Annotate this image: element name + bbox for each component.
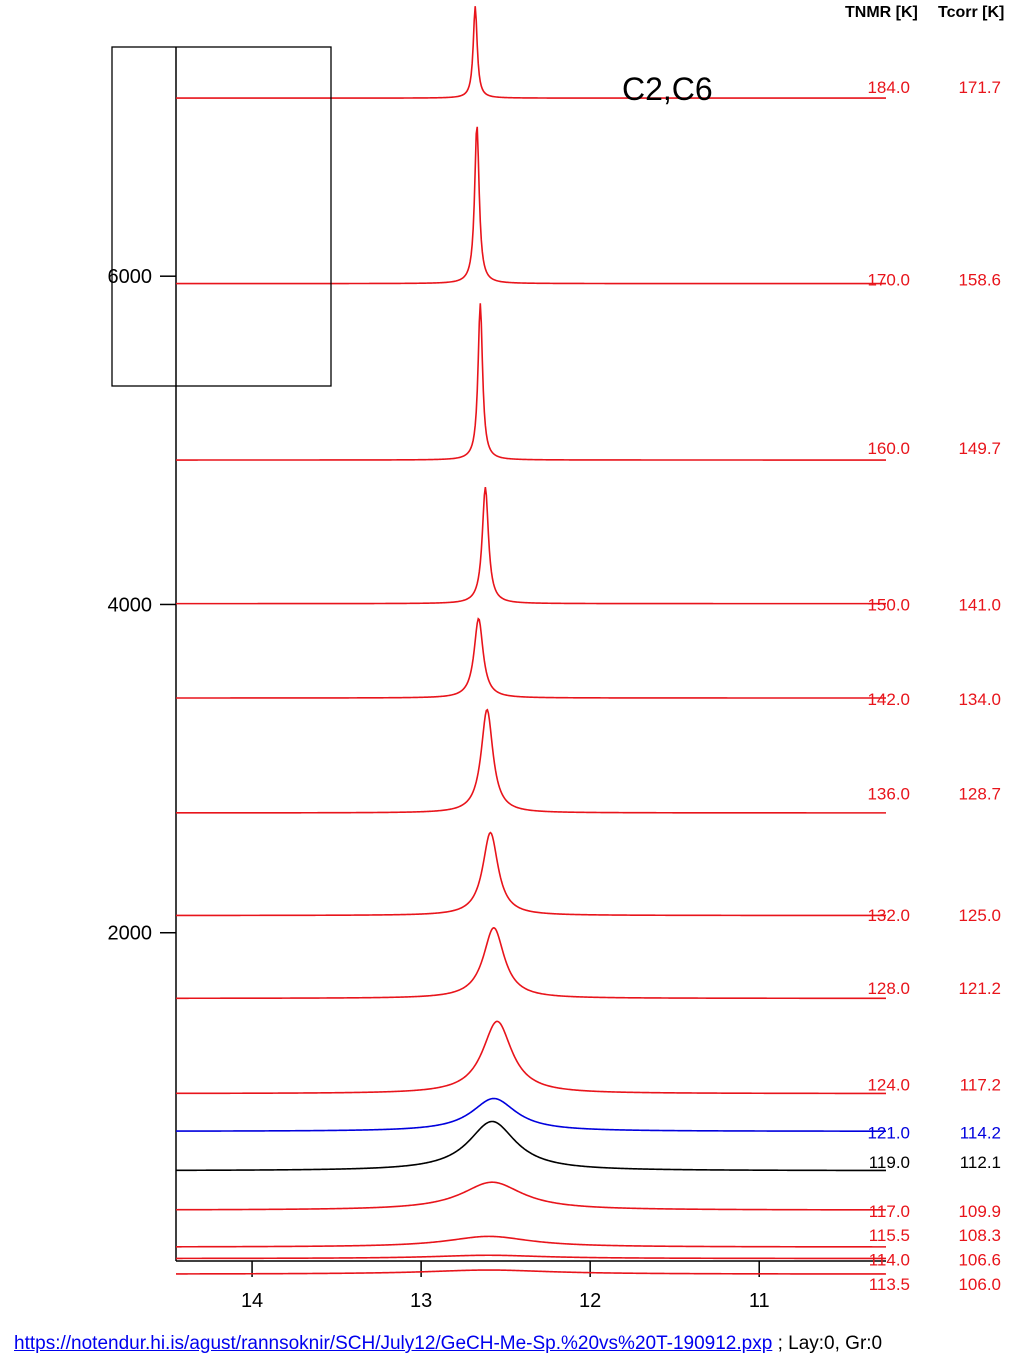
tnmr-label: 184.0: [867, 78, 910, 97]
x-tick-label: 13: [410, 1290, 432, 1312]
series-layer: [175, 6, 887, 1275]
tcorr-label: 117.2: [960, 1076, 1001, 1095]
footer: https://notendur.hi.is/agust/rannsoknir/…: [14, 1333, 882, 1355]
tcorr-label: 114.2: [960, 1123, 1001, 1142]
spectrum-line-132.0: [176, 831, 886, 917]
tnmr-label: 160.0: [867, 439, 910, 458]
spectrum-line-142.0: [176, 617, 886, 699]
footer-suffix: ; Lay:0, Gr:0: [772, 1333, 883, 1354]
tcorr-label: 108.3: [958, 1226, 1001, 1245]
spectrum-line-119.0: [176, 1120, 887, 1172]
nmr-spectra-chart: 2000 4000 6000 14 13 12 11 184.0 171.7 170.0 158.…: [108, 6, 1001, 1312]
tnmr-label: 114.0: [869, 1251, 910, 1270]
tnmr-label: 132.0: [867, 906, 910, 925]
spectrum-line-117.0: [176, 1181, 886, 1211]
tnmr-label: 124.0: [867, 1076, 910, 1095]
tcorr-label: 112.1: [960, 1153, 1001, 1172]
tnmr-label: 128.0: [867, 979, 910, 998]
tcorr-label: 141.0: [958, 596, 1001, 615]
tnmr-label: 113.5: [869, 1275, 910, 1294]
spectrum-line-113.5: [176, 1269, 887, 1275]
x-tick-label: 12: [579, 1290, 601, 1312]
spectrum-line-115.5: [175, 1235, 886, 1248]
tcorr-label: 106.6: [958, 1251, 1001, 1270]
chart-title: C2,C6: [622, 71, 713, 107]
y-tick-label: 6000: [108, 266, 153, 288]
header-tcorr: Tcorr [K]: [938, 4, 1005, 21]
tnmr-label: 117.0: [869, 1202, 910, 1221]
labels-layer: 184.0 171.7 170.0 158.6 160.0 149.7 150.0 141.0…: [867, 78, 1001, 1294]
tnmr-label: 115.5: [869, 1226, 910, 1245]
spectrum-line-121.0: [176, 1097, 886, 1132]
inset-box: [111, 46, 332, 387]
x-tick-label: 14: [241, 1290, 263, 1312]
spectrum-line-114.0: [176, 1254, 886, 1260]
tnmr-label: 142.0: [867, 690, 910, 709]
header-tnmr: TNMR [K]: [845, 4, 918, 21]
tcorr-label: 171.7: [958, 78, 1001, 97]
tcorr-label: 121.2: [958, 979, 1001, 998]
tcorr-label: 158.6: [958, 271, 1001, 290]
spectrum-line-170.0: [176, 126, 886, 285]
x-tick-label: 11: [749, 1290, 770, 1312]
spectrum-line-160.0: [176, 303, 886, 461]
spectrum-line-184.0: [176, 6, 886, 99]
tnmr-label: 170.0: [867, 271, 910, 290]
tcorr-label: 134.0: [958, 690, 1001, 709]
tnmr-label: 150.0: [867, 596, 910, 615]
source-link[interactable]: https://notendur.hi.is/agust/rannsoknir/…: [14, 1333, 773, 1354]
spectrum-line-136.0: [176, 708, 886, 814]
y-tick-label: 4000: [108, 594, 153, 616]
tnmr-label: 136.0: [867, 784, 910, 803]
tcorr-label: 106.0: [958, 1275, 1001, 1294]
spectrum-line-150.0: [176, 487, 886, 605]
axes: 2000 4000 6000 14 13 12 11: [108, 47, 886, 1312]
tcorr-label: 125.0: [958, 906, 1001, 925]
y-tick-label: 2000: [108, 923, 153, 945]
tnmr-label: 121.0: [867, 1123, 910, 1142]
spectrum-line-128.0: [176, 927, 886, 1000]
tcorr-label: 128.7: [958, 784, 1001, 803]
spectrum-line-124.0: [176, 1020, 886, 1095]
tnmr-label: 119.0: [869, 1153, 910, 1172]
tcorr-label: 109.9: [958, 1202, 1001, 1221]
tcorr-label: 149.7: [958, 439, 1001, 458]
